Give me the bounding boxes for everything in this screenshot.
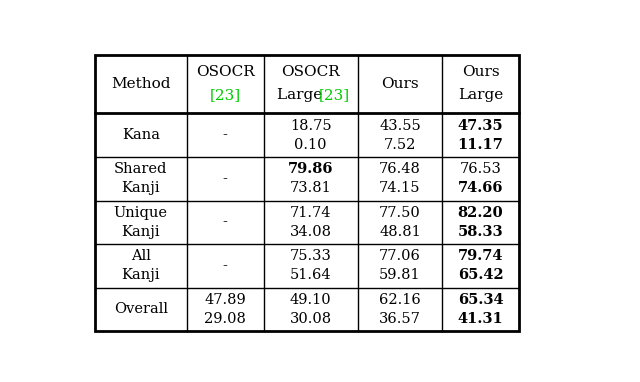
Text: Ours: Ours [381, 77, 419, 91]
Text: -: - [223, 215, 227, 229]
Text: 65.42: 65.42 [458, 269, 504, 282]
Text: 7.52: 7.52 [384, 138, 416, 152]
Text: 51.64: 51.64 [290, 269, 332, 282]
Text: 71.74: 71.74 [290, 206, 332, 220]
Text: 77.06: 77.06 [379, 249, 421, 263]
Text: 76.53: 76.53 [460, 162, 502, 176]
Text: 47.89: 47.89 [204, 293, 246, 307]
Text: 43.55: 43.55 [379, 119, 420, 133]
Bar [95, 55, 519, 331]
Text: 62.16: 62.16 [379, 293, 420, 307]
Text: 58.33: 58.33 [458, 225, 503, 239]
Text: 48.81: 48.81 [379, 225, 420, 239]
Text: 77.50: 77.50 [379, 206, 420, 220]
Text: Overall: Overall [114, 303, 168, 316]
Text: 30.08: 30.08 [289, 312, 332, 326]
Text: [23]: [23] [319, 87, 350, 102]
Text: Method: Method [111, 77, 170, 91]
Text: 59.81: 59.81 [379, 269, 420, 282]
Text: Large: Large [458, 87, 503, 102]
Text: 76.48: 76.48 [379, 162, 421, 176]
Text: 11.17: 11.17 [458, 138, 504, 152]
Text: 79.74: 79.74 [458, 249, 503, 263]
Text: Kanji: Kanji [122, 181, 160, 195]
Text: OSOCR: OSOCR [196, 65, 255, 79]
Text: -: - [223, 172, 227, 186]
Text: 82.20: 82.20 [458, 206, 503, 220]
Text: 29.08: 29.08 [204, 312, 246, 326]
Text: [23]: [23] [209, 87, 241, 102]
Text: 36.57: 36.57 [379, 312, 421, 326]
Text: 65.34: 65.34 [458, 293, 503, 307]
Text: 79.86: 79.86 [288, 162, 333, 176]
Text: Kana: Kana [122, 128, 160, 142]
Text: 34.08: 34.08 [290, 225, 332, 239]
Text: -: - [223, 259, 227, 273]
Text: Ours: Ours [461, 65, 499, 79]
Text: 41.31: 41.31 [458, 312, 504, 326]
Text: 74.66: 74.66 [458, 181, 503, 195]
Text: All: All [131, 249, 150, 263]
Text: Kanji: Kanji [122, 269, 160, 282]
Text: Unique: Unique [114, 206, 168, 220]
Text: 49.10: 49.10 [290, 293, 332, 307]
Text: 0.10: 0.10 [294, 138, 327, 152]
Text: Shared: Shared [114, 162, 168, 176]
Text: Large: Large [276, 87, 327, 102]
Text: 18.75: 18.75 [290, 119, 332, 133]
Text: 47.35: 47.35 [458, 119, 503, 133]
Text: 74.15: 74.15 [379, 181, 420, 195]
Text: 75.33: 75.33 [290, 249, 332, 263]
Text: OSOCR: OSOCR [281, 65, 340, 79]
Text: 73.81: 73.81 [290, 181, 332, 195]
Text: Kanji: Kanji [122, 225, 160, 239]
Text: -: - [223, 128, 227, 142]
